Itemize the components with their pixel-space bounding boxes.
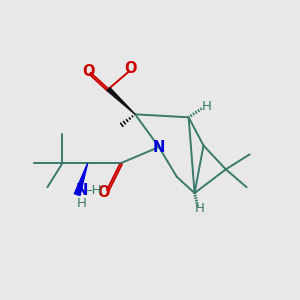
Text: H: H	[77, 197, 87, 210]
Text: O: O	[124, 61, 137, 76]
Text: H: H	[195, 202, 205, 215]
Polygon shape	[107, 88, 135, 114]
Text: O: O	[82, 64, 94, 79]
Text: O: O	[97, 185, 110, 200]
Text: N: N	[76, 183, 88, 198]
Text: –H: –H	[85, 184, 102, 196]
Text: N: N	[152, 140, 164, 155]
Polygon shape	[74, 164, 88, 196]
Text: H: H	[202, 100, 212, 112]
